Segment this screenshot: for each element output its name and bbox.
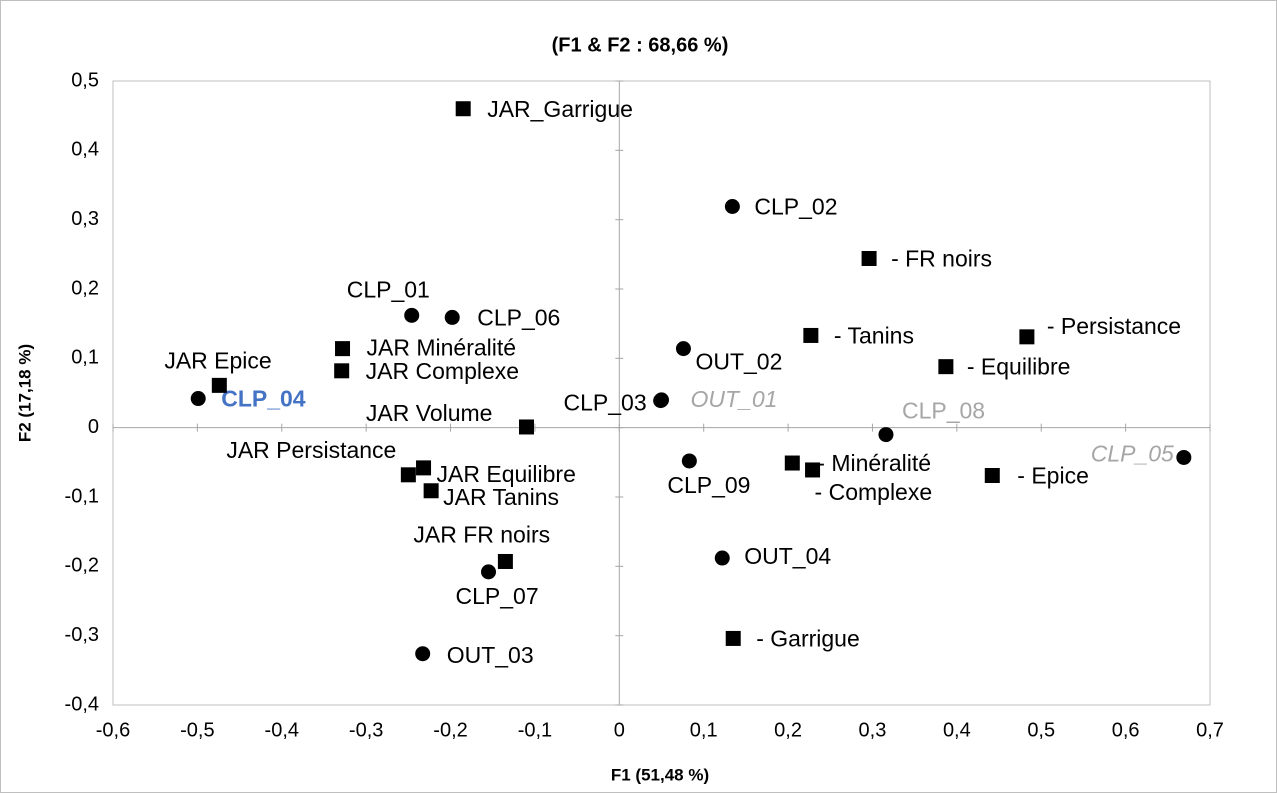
point-label: CLP_08 (902, 398, 985, 424)
x-tick-label: -0,6 (96, 719, 130, 741)
square-marker (805, 462, 821, 478)
square-marker (335, 341, 351, 357)
point-label: JAR FR noirs (413, 522, 550, 548)
point-label: - Garrigue (756, 626, 860, 652)
square-marker (803, 327, 819, 343)
point-label: JAR_Garrigue (487, 96, 633, 122)
square-marker (211, 377, 227, 393)
x-tick-label: 0 (614, 719, 625, 741)
square-marker (784, 455, 800, 471)
circle-marker (481, 564, 497, 580)
point-label: - FR noirs (891, 246, 992, 272)
point-label: CLP_05 (1091, 441, 1174, 467)
point-label: - Complexe (815, 479, 933, 505)
plot-area (112, 80, 1211, 706)
square-marker (416, 460, 432, 476)
point-label: JAR Complexe (366, 358, 519, 384)
point-label: - Persistance (1047, 313, 1181, 339)
square-marker (497, 553, 513, 569)
y-axis-title: F2 (17,18 %) (15, 344, 34, 442)
chart-title: (F1 & F2 : 68,66 %) (552, 34, 729, 56)
y-tick-label: 0 (88, 416, 99, 438)
y-tick-label: -0,2 (65, 555, 99, 577)
square-marker (984, 468, 1000, 484)
circle-marker (878, 427, 894, 443)
square-marker (334, 363, 350, 379)
circle-marker (681, 453, 697, 469)
point-label: JAR Minéralité (367, 335, 517, 361)
point-label: - Tanins (834, 323, 914, 349)
point-label: JAR Epice (164, 347, 271, 373)
square-marker (518, 419, 534, 435)
y-tick-label: -0,4 (65, 693, 99, 715)
x-tick-label: 0,6 (1112, 719, 1140, 741)
circle-marker (190, 391, 206, 407)
square-marker (725, 630, 741, 646)
y-tick-label: 0,2 (71, 277, 99, 299)
square-marker (455, 101, 471, 117)
x-tick-label: 0,1 (690, 719, 718, 741)
point-label: JAR Volume (366, 400, 493, 426)
y-tick-label: 0,1 (71, 347, 99, 369)
circle-marker (1176, 449, 1192, 465)
point-label: OUT_02 (695, 349, 782, 375)
y-tick-label: -0,1 (65, 485, 99, 507)
y-tick-label: 0,5 (71, 69, 99, 91)
point-label: OUT_04 (744, 543, 831, 569)
y-tick-label: 0,3 (71, 208, 99, 230)
circle-marker (444, 309, 460, 325)
circle-marker (675, 341, 691, 357)
y-tick-label: -0,3 (65, 624, 99, 646)
circle-marker (415, 646, 431, 662)
square-marker (400, 467, 416, 483)
point-label: CLP_06 (477, 305, 560, 331)
x-tick-label: -0,4 (265, 719, 299, 741)
x-tick-label: -0,3 (349, 719, 383, 741)
circle-marker (654, 392, 669, 408)
x-tick-label: 0,4 (943, 719, 971, 741)
point-label: CLP_04 (221, 386, 306, 412)
square-marker (423, 483, 439, 499)
x-tick-label: 0,3 (859, 719, 887, 741)
square-marker (938, 359, 954, 375)
x-tick-label: 0,5 (1027, 719, 1055, 741)
point-label: CLP_09 (667, 472, 750, 498)
point-label: JAR Persistance (226, 437, 396, 463)
point-label: - Equilibre (967, 354, 1071, 380)
point-label: CLP_02 (754, 194, 837, 220)
point-label: JAR Tanins (443, 484, 559, 510)
square-marker (861, 250, 877, 266)
circle-marker (404, 307, 420, 323)
square-marker (1019, 329, 1035, 345)
x-tick-label: -0,1 (518, 719, 552, 741)
point-label: - Epice (1017, 463, 1089, 489)
x-tick-label: 0,7 (1196, 719, 1224, 741)
point-label: CLP_07 (456, 583, 539, 609)
point-label: JAR Equilibre (437, 461, 576, 487)
circle-marker (724, 198, 740, 214)
point-label: CLP_01 (347, 276, 430, 302)
x-tick-label: 0,2 (774, 719, 802, 741)
x-axis-title: F1 (51,48 %) (611, 765, 709, 784)
x-tick-label: -0,2 (433, 719, 467, 741)
x-tick-label: -0,5 (180, 719, 214, 741)
y-tick-label: 0,4 (71, 139, 99, 161)
point-label: OUT_01 (691, 386, 778, 412)
point-label: OUT_03 (447, 642, 534, 668)
point-label: - Minéralité (817, 450, 931, 476)
circle-marker (714, 550, 730, 566)
point-label: CLP_03 (564, 390, 647, 416)
